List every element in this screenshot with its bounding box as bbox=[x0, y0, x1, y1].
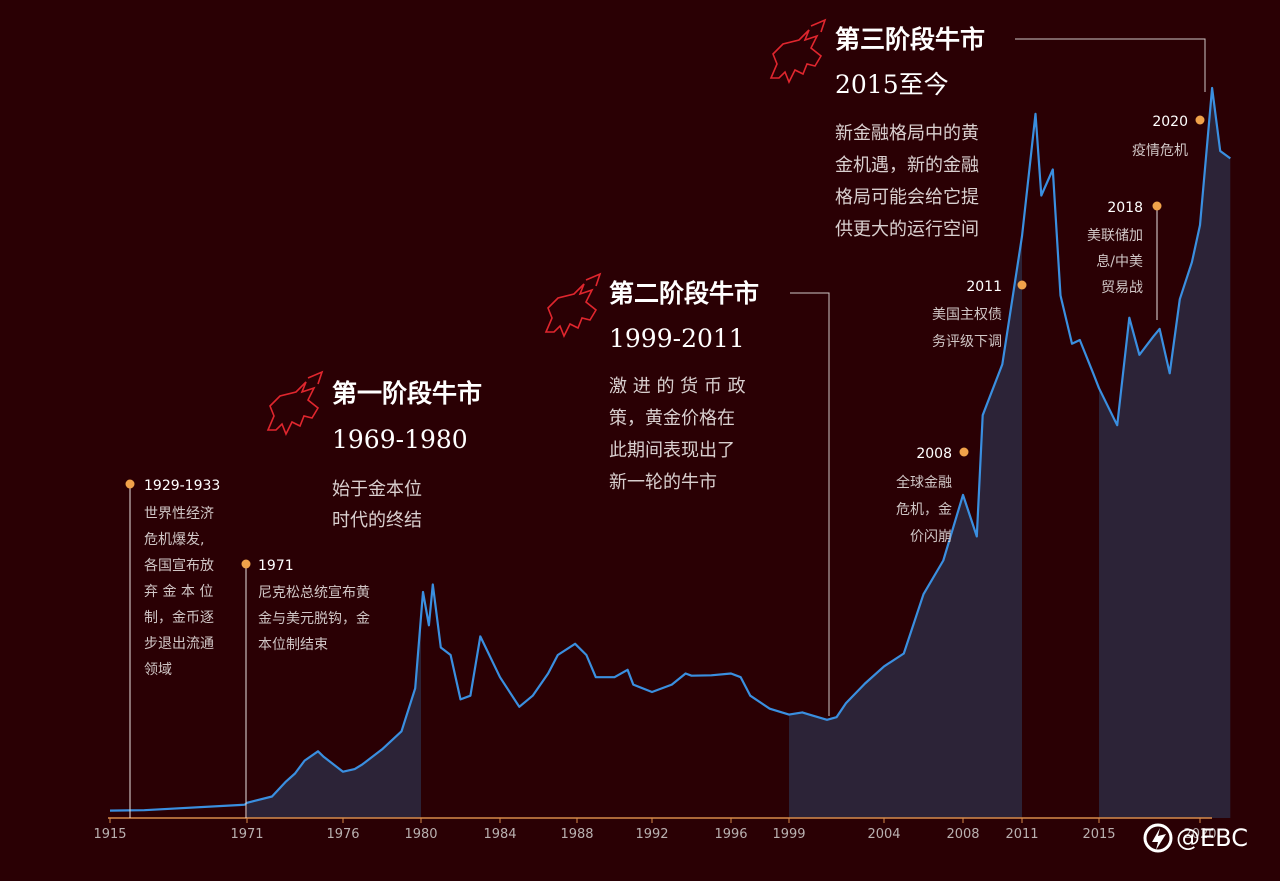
event-year: 2011 bbox=[966, 279, 1002, 295]
event-marker bbox=[1152, 201, 1162, 211]
phase-desc-line: 金机遇，新的金融 bbox=[835, 155, 979, 176]
event-text-line: 弃 金 本 位 bbox=[144, 584, 213, 600]
bull-market-area bbox=[1099, 88, 1231, 818]
event-marker bbox=[1195, 115, 1205, 125]
event-text-line: 全球金融 bbox=[896, 474, 952, 491]
phase-desc-line: 策，黄金价格在 bbox=[609, 408, 735, 429]
bull-market-area bbox=[247, 616, 421, 818]
x-tick-label: 1984 bbox=[483, 827, 516, 842]
bull-market-areas bbox=[247, 88, 1231, 818]
phase-2-annotation: 第二阶段牛市 1999-2011 激 进 的 货 币 政 策，黄金价格在 此期间… bbox=[544, 272, 830, 716]
event-year: 1971 bbox=[258, 558, 294, 574]
event-text-line: 危机爆发, bbox=[144, 532, 204, 548]
x-tick-label: 1992 bbox=[635, 827, 668, 842]
event-text-line: 制，金币逐 bbox=[144, 610, 214, 626]
event-text-line: 疫情危机 bbox=[1132, 143, 1188, 159]
phase-3-annotation: 第三阶段牛市 2015至今 新金融格局中的黄 金机遇，新的金融 格局可能会给它提… bbox=[769, 18, 1206, 240]
event-text-line: 各国宣布放 bbox=[144, 558, 214, 574]
x-tick-label: 1980 bbox=[404, 827, 437, 842]
event-year: 1929-1933 bbox=[144, 478, 220, 494]
phase-desc-line: 格局可能会给它提 bbox=[835, 187, 979, 208]
event-marker bbox=[1017, 280, 1027, 290]
phase-desc-line: 供更大的运行空间 bbox=[835, 219, 979, 240]
event-year: 2018 bbox=[1107, 200, 1143, 216]
x-tick-label: 1988 bbox=[560, 827, 593, 842]
phase-connector bbox=[790, 292, 830, 716]
x-tick-label: 2020 bbox=[1183, 827, 1216, 842]
phase-connector bbox=[1015, 38, 1206, 92]
event-text-line: 尼克松总统宣布黄 bbox=[258, 584, 370, 601]
gold-price-line bbox=[109, 86, 1231, 812]
phase-1-annotation: 第一阶段牛市 1969-1980 始于金本位 时代的终结 bbox=[266, 370, 482, 531]
watermark-text: @EBC bbox=[1176, 824, 1248, 852]
x-tick-label: 1971 bbox=[230, 827, 263, 842]
watermark: @EBC bbox=[1143, 823, 1248, 853]
event-text-line: 领域 bbox=[144, 662, 172, 678]
event-text-line: 息/中美 bbox=[1096, 253, 1143, 270]
phase-desc-line: 时代的终结 bbox=[332, 510, 422, 531]
x-tick-label: 1976 bbox=[326, 827, 359, 842]
event-marker bbox=[959, 447, 969, 457]
phase-title: 第三阶段牛市 bbox=[835, 25, 985, 54]
x-tick-label: 1915 bbox=[93, 827, 126, 842]
phase-title: 第一阶段牛市 bbox=[332, 379, 482, 408]
event-year: 2008 bbox=[916, 446, 952, 462]
phase-years: 1999-2011 bbox=[609, 324, 745, 353]
x-tick-label: 2008 bbox=[946, 827, 979, 842]
event-year: 2020 bbox=[1152, 114, 1188, 130]
phase-desc-line: 始于金本位 bbox=[332, 479, 422, 500]
x-axis-ticks: 1915 1971 1976 1980 1984 1988 1992 1996 1999 2004… bbox=[93, 818, 1217, 842]
x-tick-label: 1999 bbox=[772, 827, 805, 842]
event-text-line: 美国主权债 bbox=[932, 307, 1002, 323]
event-text-line: 金与美元脱钩，金 bbox=[258, 611, 370, 627]
event-text-line: 美联储加 bbox=[1087, 228, 1143, 244]
bull-icon bbox=[769, 18, 827, 84]
x-tick-label: 1996 bbox=[714, 827, 747, 842]
ebc-logo-icon bbox=[1143, 823, 1173, 853]
x-tick-label: 2004 bbox=[867, 827, 900, 842]
phase-years: 2015至今 bbox=[835, 70, 949, 99]
event-text-line: 本位制结束 bbox=[258, 637, 328, 653]
phase-years: 1969-1980 bbox=[332, 425, 468, 454]
event-callout: 2020 疫情危机 bbox=[1132, 114, 1205, 159]
bull-market-area bbox=[789, 236, 1022, 818]
phase-title: 第二阶段牛市 bbox=[609, 279, 759, 308]
phase-desc-line: 此期间表现出了 bbox=[609, 440, 735, 461]
event-text-line: 危机，金 bbox=[896, 502, 952, 518]
x-tick-label: 2011 bbox=[1005, 827, 1038, 842]
event-text-line: 务评级下调 bbox=[932, 334, 1002, 350]
phase-desc-line: 激 进 的 货 币 政 bbox=[609, 376, 746, 397]
phase-desc-line: 新金融格局中的黄 bbox=[835, 123, 979, 144]
event-marker bbox=[241, 559, 251, 569]
event-text-line: 步退出流通 bbox=[144, 636, 214, 652]
event-marker bbox=[125, 479, 135, 489]
bull-icon bbox=[266, 370, 324, 436]
bull-icon bbox=[544, 272, 602, 338]
event-text-line: 贸易战 bbox=[1101, 280, 1143, 296]
event-text-line: 价闪崩 bbox=[910, 529, 952, 545]
phase-desc-line: 新一轮的牛市 bbox=[609, 472, 717, 493]
x-tick-label: 2015 bbox=[1082, 827, 1115, 842]
event-text-line: 世界性经济 bbox=[144, 506, 214, 522]
